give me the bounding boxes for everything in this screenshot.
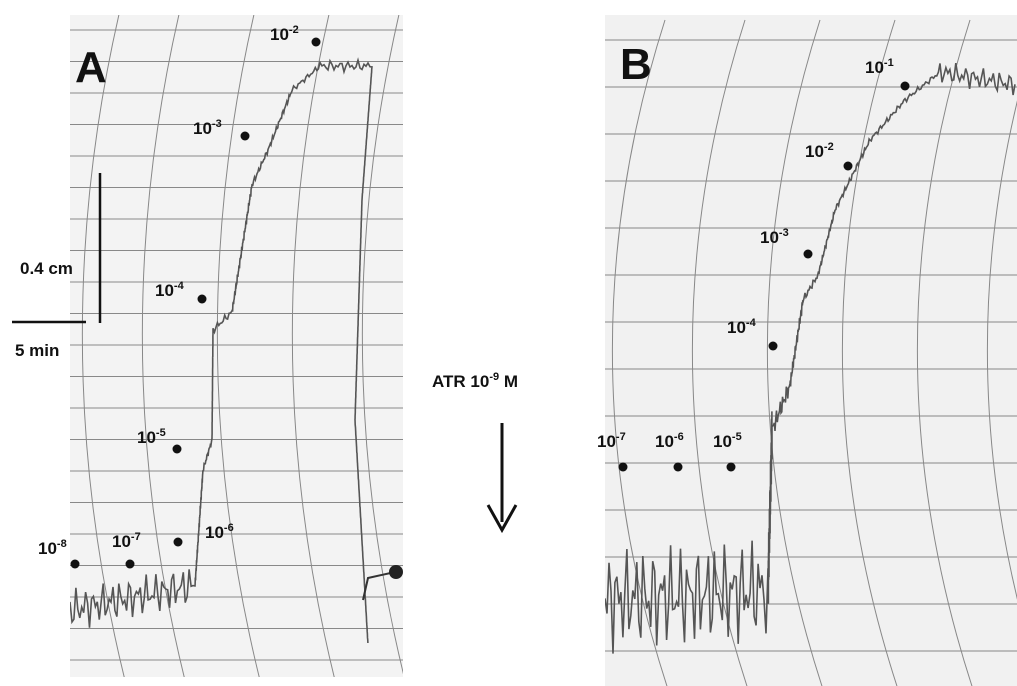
marker-dot bbox=[240, 131, 250, 141]
concentration-label: 10-2 bbox=[270, 24, 299, 44]
grid-arc bbox=[986, 100, 1017, 600]
text: 10 bbox=[112, 532, 131, 551]
superscript: -5 bbox=[732, 431, 742, 443]
chart-paper-b bbox=[605, 15, 1017, 686]
text: 10 bbox=[760, 228, 779, 247]
concentration-label: 10-2 bbox=[805, 141, 834, 161]
arrow-head bbox=[486, 504, 518, 534]
text: 10 bbox=[713, 432, 732, 451]
pen-mark bbox=[362, 571, 396, 601]
text: ATR 10 bbox=[432, 372, 489, 391]
text: 10 bbox=[38, 539, 57, 558]
grid-arc bbox=[916, 19, 973, 686]
text: M bbox=[499, 372, 518, 391]
trace bbox=[605, 62, 1016, 654]
grid-arc bbox=[691, 19, 748, 686]
marker-dot bbox=[197, 294, 207, 304]
concentration-label: 10-1 bbox=[865, 57, 894, 77]
marker-dot bbox=[618, 462, 628, 472]
concentration-label: 10-3 bbox=[760, 227, 789, 247]
pen-mark bbox=[389, 565, 403, 579]
marker-dot bbox=[900, 81, 910, 91]
concentration-label: 10-6 bbox=[655, 431, 684, 451]
text: 10 bbox=[805, 142, 824, 161]
concentration-label: 10-8 bbox=[38, 538, 67, 558]
text: 10 bbox=[270, 25, 289, 44]
text: 10 bbox=[193, 119, 212, 138]
panel-label: B bbox=[620, 40, 652, 89]
marker-dot bbox=[172, 444, 182, 454]
concentration-label: 10-5 bbox=[713, 431, 742, 451]
treatment-label: ATR 10-9 M bbox=[432, 371, 518, 391]
marker-dot bbox=[803, 249, 813, 259]
superscript: -6 bbox=[674, 431, 684, 443]
concentration-label: 10-6 bbox=[205, 522, 234, 542]
grid-arc bbox=[291, 15, 335, 677]
grid-arc bbox=[216, 15, 260, 677]
grid-arc bbox=[841, 19, 898, 686]
superscript: -3 bbox=[212, 118, 222, 130]
marker-dot bbox=[726, 462, 736, 472]
concentration-label: 10-4 bbox=[155, 280, 185, 300]
concentration-label: 10-7 bbox=[112, 531, 141, 551]
marker-dot bbox=[673, 462, 683, 472]
text: 10 bbox=[155, 281, 174, 300]
panel-label: A bbox=[75, 43, 107, 92]
scale-label: 5 min bbox=[15, 341, 59, 360]
superscript: -5 bbox=[156, 427, 166, 439]
marker-dot bbox=[173, 537, 183, 547]
chart-paper-a bbox=[70, 15, 403, 677]
superscript: -4 bbox=[746, 317, 757, 329]
concentration-label: 10-5 bbox=[137, 427, 166, 447]
marker-dot bbox=[311, 37, 321, 47]
superscript: -9 bbox=[489, 371, 499, 383]
text: 10 bbox=[655, 432, 674, 451]
text: 10 bbox=[727, 318, 746, 337]
marker-dot bbox=[768, 341, 778, 351]
grid-arc bbox=[361, 15, 403, 675]
trace bbox=[70, 57, 373, 644]
marker-dot bbox=[843, 161, 853, 171]
grid-arc bbox=[141, 15, 185, 677]
superscript: -7 bbox=[131, 531, 141, 543]
text: 10 bbox=[865, 58, 884, 77]
superscript: -2 bbox=[289, 24, 299, 36]
text: 10 bbox=[597, 432, 616, 451]
superscript: -3 bbox=[779, 227, 789, 239]
concentration-label: 10-7 bbox=[597, 431, 626, 451]
text: 10 bbox=[137, 428, 156, 447]
superscript: -1 bbox=[884, 57, 894, 69]
marker-dot bbox=[70, 559, 80, 569]
concentration-label: 10-3 bbox=[193, 118, 222, 138]
superscript: -8 bbox=[57, 538, 67, 550]
text: 10 bbox=[205, 523, 224, 542]
grid-arc bbox=[611, 19, 668, 686]
superscript: -4 bbox=[174, 280, 185, 292]
scale-label: 0.4 cm bbox=[20, 259, 73, 278]
superscript: -7 bbox=[616, 431, 626, 443]
concentration-label: 10-4 bbox=[727, 317, 757, 337]
grid-arc bbox=[766, 19, 823, 686]
superscript: -6 bbox=[224, 522, 234, 534]
marker-dot bbox=[125, 559, 135, 569]
superscript: -2 bbox=[824, 141, 834, 153]
